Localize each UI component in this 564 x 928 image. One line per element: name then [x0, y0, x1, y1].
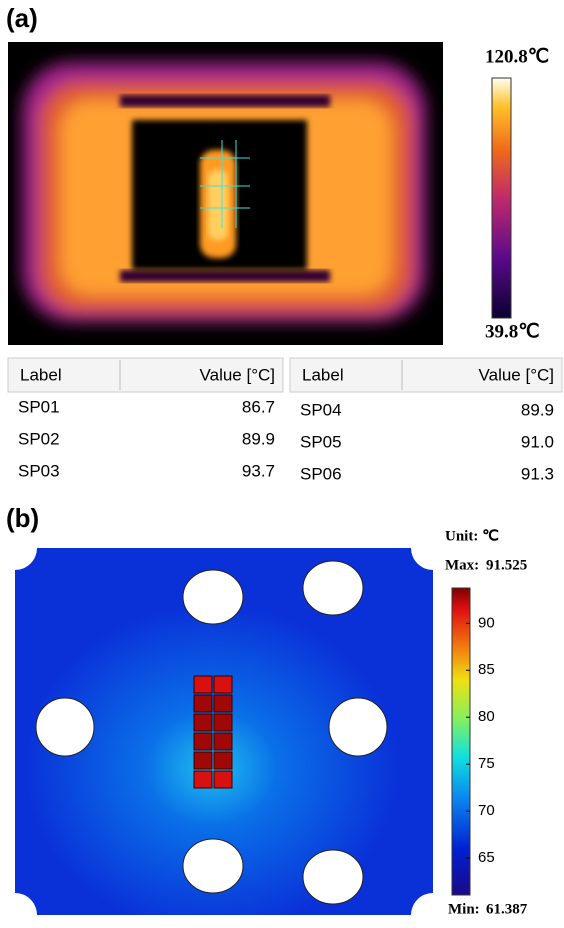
tick-label: 75	[478, 755, 495, 772]
table-cell: 91.0	[521, 432, 554, 451]
heat-source	[194, 733, 212, 750]
heat-source	[214, 752, 232, 769]
table-header: Value [°C]	[200, 365, 275, 384]
table-cell: 91.3	[521, 464, 554, 483]
table-cell: 89.9	[242, 429, 275, 448]
heat-source	[214, 733, 232, 750]
table-header: Label	[20, 365, 62, 384]
table-cell: 89.9	[521, 400, 554, 419]
tables: Label Value [°C] SP01 86.7 SP02 89.9 SP03 93.7 L…	[8, 358, 562, 483]
tick-label: 85	[478, 661, 495, 678]
unit-label: Unit: ℃	[445, 528, 499, 544]
colorbar-b: 90 85 80 75 70 65	[452, 588, 495, 895]
tick-label: 70	[478, 802, 495, 819]
table-header: Value [°C]	[479, 365, 554, 384]
table-cell: SP01	[18, 397, 60, 416]
figure: (a) 120.8℃ 39.8℃ Label Value [°C] SP01 86.7…	[0, 0, 564, 923]
colorbar-min: 39.8℃	[485, 321, 540, 342]
heat-source	[214, 676, 232, 693]
heat-source	[194, 695, 212, 712]
max-label: Max:	[445, 557, 479, 573]
tick-label: 65	[478, 849, 495, 866]
colorbar	[492, 78, 511, 318]
table-cell: SP06	[300, 464, 342, 483]
tick-label: 90	[478, 614, 495, 631]
min-value: 61.387	[486, 901, 528, 917]
panel-label: (a)	[6, 3, 38, 33]
heat-source	[194, 752, 212, 769]
table-cell: SP04	[300, 400, 342, 419]
table-cell: SP03	[18, 461, 60, 480]
colorbar	[452, 588, 470, 895]
tick-label: 80	[478, 708, 495, 725]
table-header: Label	[302, 365, 344, 384]
heat-source	[214, 695, 232, 712]
table-cell: SP05	[300, 432, 342, 451]
thermal-image	[8, 42, 443, 345]
table-cell: 93.7	[242, 461, 275, 480]
heat-source	[214, 771, 232, 788]
heat-source	[194, 676, 212, 693]
colorbar-max: 120.8℃	[485, 46, 549, 67]
table-cell: SP02	[18, 429, 60, 448]
min-label: Min:	[448, 901, 480, 917]
max-value: 91.525	[486, 557, 527, 573]
table-cell: 86.7	[242, 397, 275, 416]
heat-source	[194, 714, 212, 731]
heat-source	[214, 714, 232, 731]
panel-label: (b)	[6, 503, 39, 533]
heat-source	[194, 771, 212, 788]
